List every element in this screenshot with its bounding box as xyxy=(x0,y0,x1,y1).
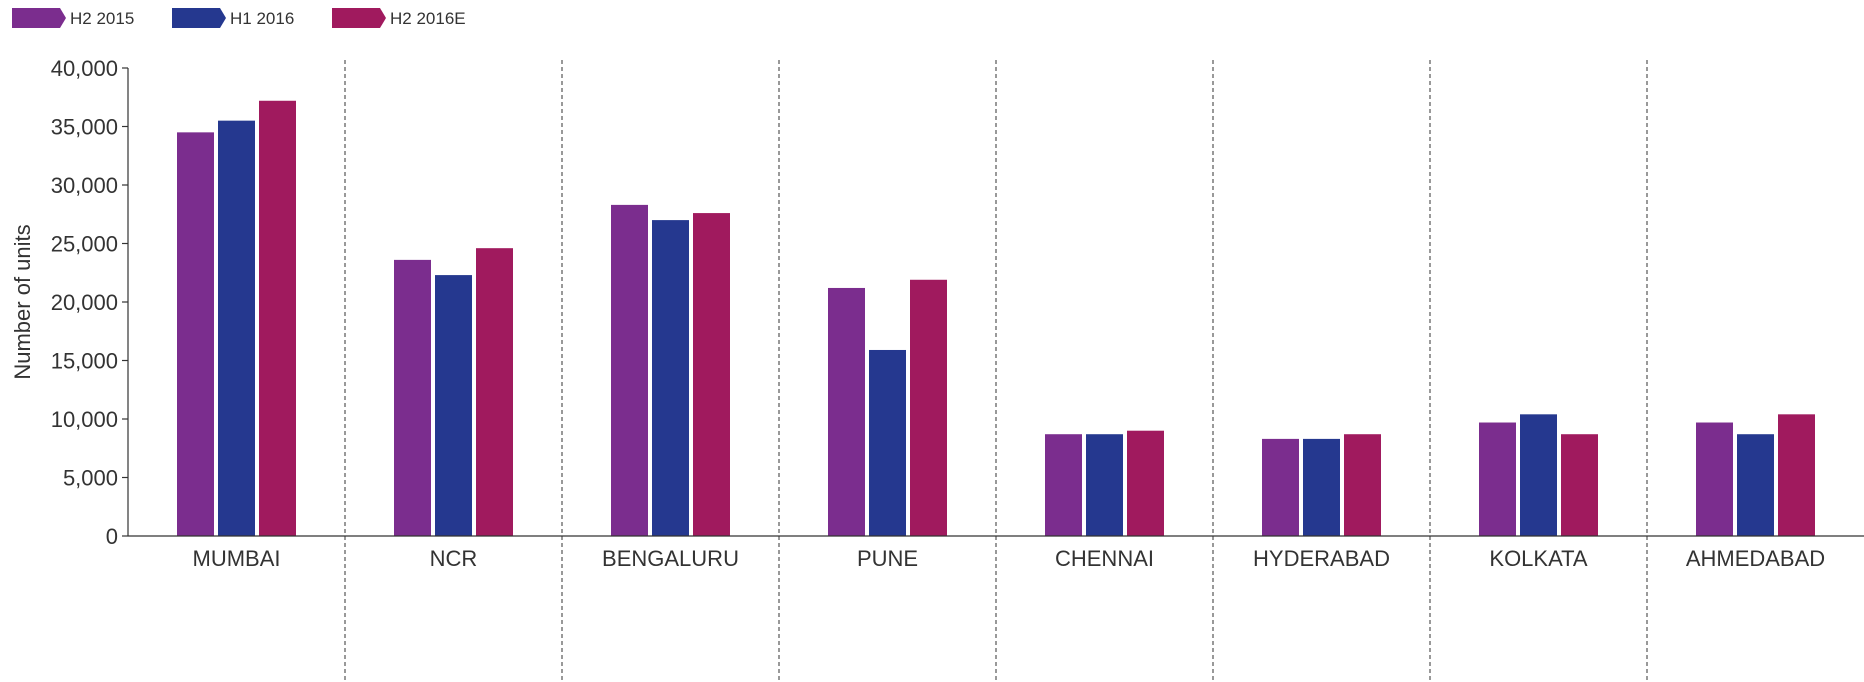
bar xyxy=(1344,434,1381,536)
bar-group xyxy=(828,279,947,536)
category-separators xyxy=(344,60,1648,682)
bar xyxy=(1086,434,1123,536)
y-axis: 0 5,000 10,000 15,000 20,000 25,000 30,000 35,0… xyxy=(51,56,129,549)
legend-item: H2 2016E xyxy=(332,8,466,28)
x-tick-label: KOLKATA xyxy=(1489,546,1588,571)
bar xyxy=(910,279,947,536)
legend-item: H2 2015 xyxy=(12,8,134,28)
y-tick-label: 5,000 xyxy=(63,466,118,491)
bar xyxy=(1561,434,1598,536)
bar xyxy=(869,349,906,536)
bar xyxy=(1262,438,1299,536)
legend-swatch xyxy=(12,8,66,28)
bar xyxy=(476,248,513,536)
legend: H2 2015 H1 2016 H2 2016E xyxy=(12,8,466,28)
x-tick-label: MUMBAI xyxy=(193,546,281,571)
x-tick-label: NCR xyxy=(430,546,478,571)
bars xyxy=(177,100,1815,537)
bar xyxy=(693,213,730,536)
x-axis: MUMBAI NCR BENGALURU PUNE CHENNAI HYDERABAD KO… xyxy=(128,535,1864,571)
bar xyxy=(259,100,296,536)
y-tick-label: 20,000 xyxy=(51,290,118,315)
bar xyxy=(652,220,689,536)
bar-group xyxy=(1262,434,1381,536)
legend-label: H2 2016E xyxy=(390,9,466,28)
bar-group xyxy=(394,248,513,536)
y-tick-label: 15,000 xyxy=(51,349,118,374)
legend-label: H1 2016 xyxy=(230,9,294,28)
bar xyxy=(218,120,255,537)
bar xyxy=(1778,414,1815,536)
bar xyxy=(1479,422,1516,536)
y-tick-label: 40,000 xyxy=(51,56,118,81)
legend-item: H1 2016 xyxy=(172,8,294,28)
bar xyxy=(1127,430,1164,536)
x-tick-label: AHMEDABAD xyxy=(1686,546,1825,571)
legend-label: H2 2015 xyxy=(70,9,134,28)
bar-group xyxy=(1045,430,1164,536)
y-tick-label: 10,000 xyxy=(51,407,118,432)
y-tick-label: 25,000 xyxy=(51,232,118,257)
legend-swatch xyxy=(332,8,386,28)
bar-group xyxy=(1479,414,1598,536)
legend-swatch xyxy=(172,8,226,28)
y-tick-label: 0 xyxy=(106,524,118,549)
y-axis-title: Number of units xyxy=(10,224,35,379)
bar xyxy=(1303,438,1340,536)
bar xyxy=(1737,434,1774,536)
x-tick-label: PUNE xyxy=(857,546,918,571)
bar xyxy=(177,132,214,536)
bar xyxy=(1696,422,1733,536)
bar xyxy=(611,204,648,536)
y-tick-label: 35,000 xyxy=(51,115,118,140)
bar-group xyxy=(177,100,296,537)
bar xyxy=(435,275,472,536)
x-tick-label: BENGALURU xyxy=(602,546,739,571)
bar-group xyxy=(1696,414,1815,536)
bar xyxy=(394,259,431,536)
bar xyxy=(828,287,865,536)
y-tick-label: 30,000 xyxy=(51,173,118,198)
bar-group xyxy=(611,204,730,536)
x-tick-label: HYDERABAD xyxy=(1253,546,1390,571)
x-tick-label: CHENNAI xyxy=(1055,546,1154,571)
bar xyxy=(1520,414,1557,536)
bar xyxy=(1045,434,1082,536)
